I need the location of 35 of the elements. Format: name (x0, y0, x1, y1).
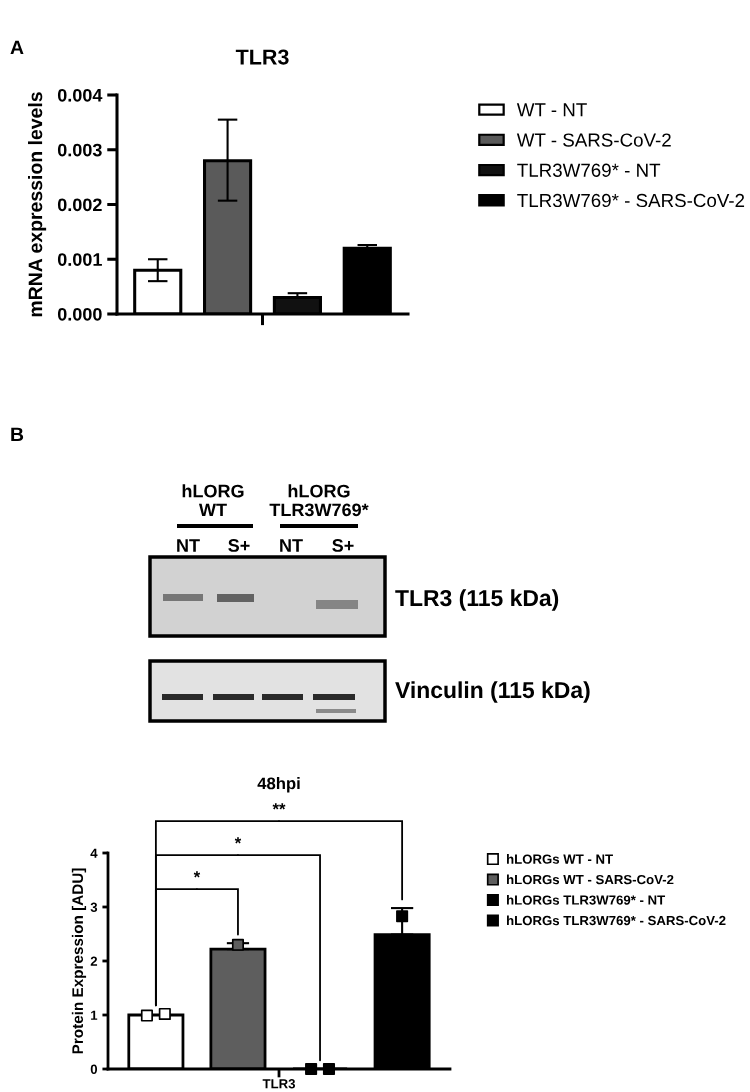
y-tick-label: 0 (90, 1064, 98, 1074)
text: A (10, 40, 24, 55)
text: B (11, 427, 24, 442)
chart-title: TLR3 (235, 49, 289, 65)
text: TLR3 (115 kDa) (395, 589, 559, 611)
y-tick-label: 3 (90, 902, 98, 912)
text: S+ (228, 539, 250, 552)
text: * (234, 837, 242, 844)
legend-label: hLORGs TLR3W769* - NT (507, 895, 666, 905)
text: NT (280, 539, 303, 552)
legend-label: hLORGs WT - NT (507, 854, 613, 864)
legend-label: WT - NT (516, 103, 587, 117)
y-tick-label: 2 (90, 956, 98, 966)
legend-label: TLR3W769* - SARS-CoV-2 (517, 193, 745, 208)
y-tick-label: 0.000 (57, 307, 102, 321)
y-tick-label: 1 (91, 1010, 98, 1020)
text: hLORG TLR3W769* (269, 484, 369, 517)
text: hLORG WT (182, 484, 244, 517)
legend-label: hLORGs TLR3W769* - SARS-CoV-2 (507, 915, 726, 926)
y-tick-label: 0.001 (57, 253, 102, 266)
y-tick-label: 4 (90, 848, 98, 858)
text: ** (272, 803, 286, 810)
chart-title: 48hpi (257, 777, 300, 793)
text: S+ (332, 539, 354, 552)
legend-label: hLORGs WT - SARS-CoV-2 (507, 874, 674, 885)
legend-label: TLR3W769* - NT (517, 163, 661, 177)
y-tick-label: 0.004 (57, 88, 103, 102)
y-tick-label: 0.003 (57, 143, 102, 157)
y-axis-title: Protein Expression [ADU] (71, 868, 87, 1054)
y-axis-title: mRNA expression levels (28, 92, 47, 317)
annotation: * (193, 871, 201, 878)
legend-label: WT - SARS-CoV-2 (516, 133, 671, 147)
text: NT (177, 539, 200, 552)
text: Vinculin (115 kDa) (395, 681, 590, 703)
y-tick-label: 0.002 (57, 198, 102, 212)
